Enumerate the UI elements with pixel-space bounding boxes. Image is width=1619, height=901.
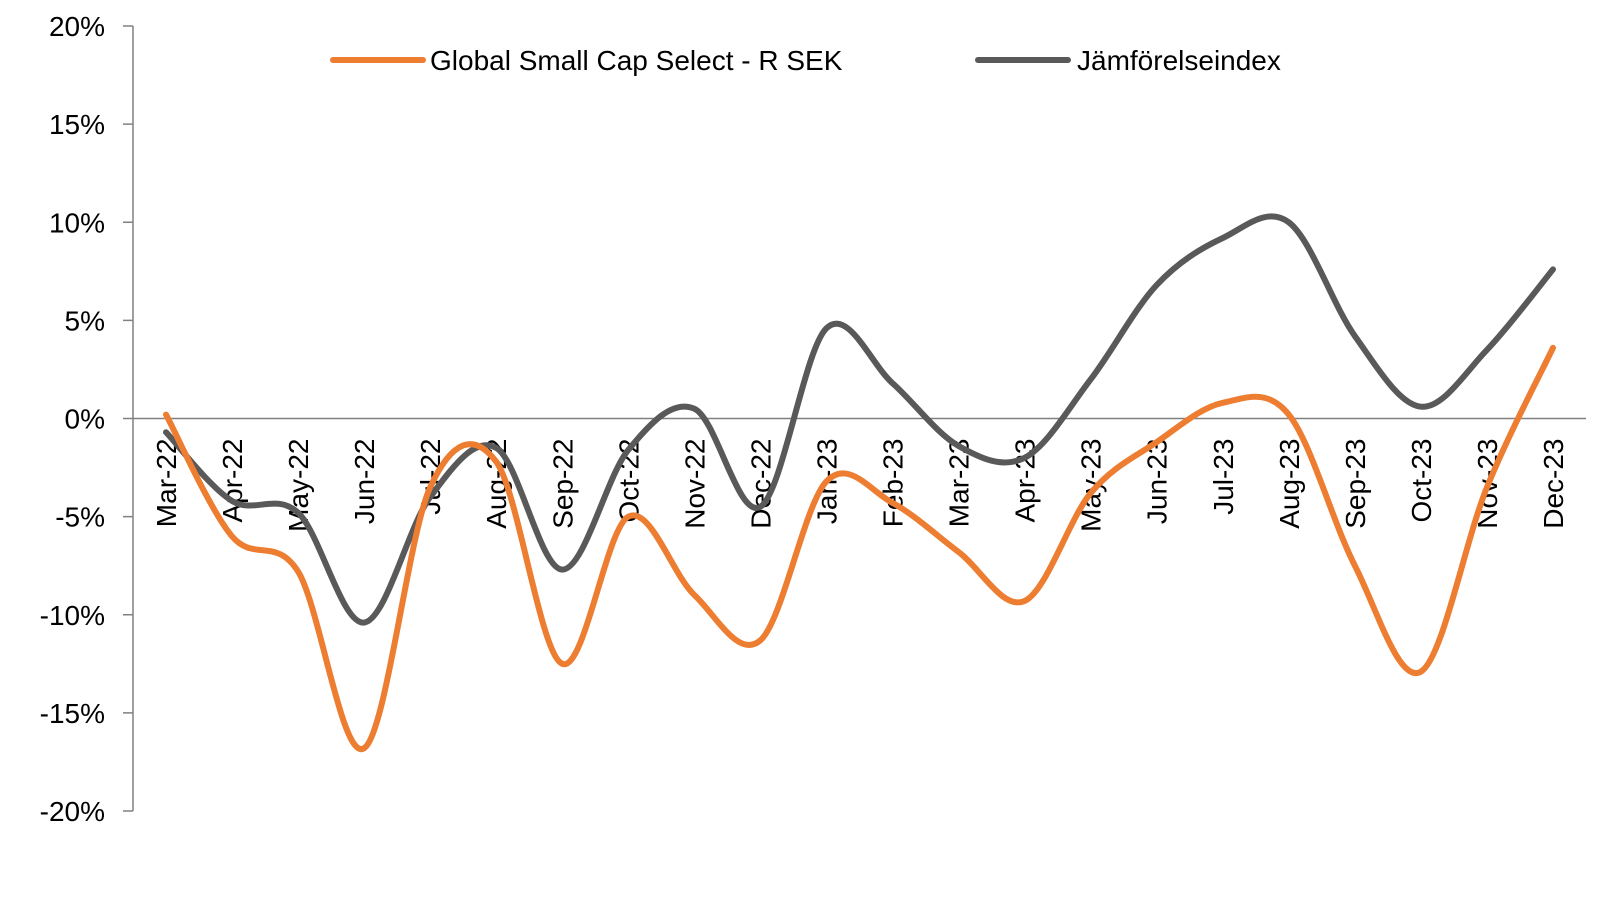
x-tick-label: May-22 [283,439,314,532]
x-tick-label: Nov-22 [679,439,710,529]
x-tick-label: Sep-23 [1340,439,1371,529]
y-tick-label: 15% [49,109,105,140]
y-tick-label: -20% [40,796,105,827]
x-tick-label: Mar-22 [151,439,182,528]
legend-label-jamforelseindex: Jämförelseindex [1077,45,1281,76]
y-tick-label: -10% [40,600,105,631]
x-tick-label: Sep-22 [547,439,578,529]
axes: 20% 15% 10% 5% 0% -5% -10% -15% -20% Mar-22 Apr-22… [40,11,1586,827]
series-lines [163,213,1556,752]
y-tick-label: -5% [55,502,105,533]
y-tick-label: -15% [40,698,105,729]
y-tick-label: 20% [49,11,105,42]
x-tick-label: Jun-23 [1142,439,1173,525]
x-tick-label: Dec-23 [1538,439,1569,529]
x-tick-label: Jul-22 [415,439,446,515]
y-tick-label: 10% [49,207,105,238]
x-tick-label: Jul-23 [1208,439,1239,515]
x-tick-label: Jun-22 [349,439,380,525]
series-line-jamforelseindex [163,213,1556,626]
x-tick-label: May-23 [1076,439,1107,532]
y-tick-label: 5% [65,305,105,336]
series-line-global-small-cap [163,344,1556,752]
y-tick-label: 0% [65,404,105,435]
x-tick-label: Feb-23 [878,439,909,528]
x-tick-label: Oct-23 [1406,439,1437,523]
x-tick-label: Apr-22 [217,439,248,523]
legend: Global Small Cap Select - R SEK Jämförels… [330,45,1281,76]
legend-label-global-small-cap: Global Small Cap Select - R SEK [430,45,843,76]
x-tick-label: Aug-23 [1274,439,1305,529]
